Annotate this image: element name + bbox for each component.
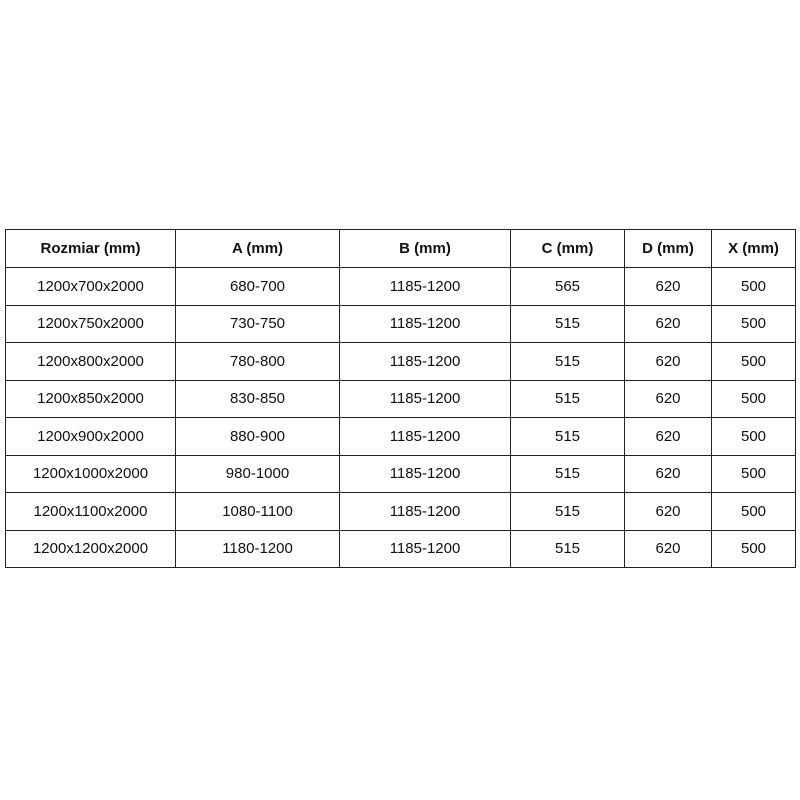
- table-cell: 1185-1200: [339, 342, 511, 381]
- table-cell: 1185-1200: [339, 379, 511, 418]
- table-cell: 500: [711, 492, 796, 531]
- table-cell: 515: [510, 342, 625, 381]
- table-cell: 1185-1200: [339, 529, 511, 568]
- table-cell: 730-750: [175, 304, 340, 343]
- table-cell: 500: [711, 342, 796, 381]
- table-cell: 620: [624, 267, 712, 306]
- table-row: 1200x1100x2000 1080-1100 1185-1200 515 620 50…: [5, 492, 796, 531]
- table-cell: 1185-1200: [339, 454, 511, 493]
- table-cell: 515: [510, 529, 625, 568]
- table-cell: 780-800: [175, 342, 340, 381]
- table-cell: 1200x1200x2000: [5, 529, 176, 568]
- table-cell: 500: [711, 417, 796, 456]
- table-cell: 620: [624, 529, 712, 568]
- table-cell: 620: [624, 342, 712, 381]
- table-row: 1200x700x2000 680-700 1185-1200 565 620 500: [5, 267, 796, 306]
- table-cell: 1200x850x2000: [5, 379, 176, 418]
- table-cell: 500: [711, 304, 796, 343]
- table-cell: 1200x1000x2000: [5, 454, 176, 493]
- table-cell: 500: [711, 454, 796, 493]
- table-cell: 620: [624, 417, 712, 456]
- table-cell: 620: [624, 454, 712, 493]
- table-cell: 620: [624, 304, 712, 343]
- table-cell: 620: [624, 492, 712, 531]
- table-cell: 1185-1200: [339, 492, 511, 531]
- column-header: C (mm): [510, 229, 625, 268]
- column-header: Rozmiar (mm): [5, 229, 176, 268]
- table-cell: 1200x750x2000: [5, 304, 176, 343]
- table-cell: 1180-1200: [175, 529, 340, 568]
- table-cell: 500: [711, 529, 796, 568]
- table-cell: 620: [624, 379, 712, 418]
- table-cell: 500: [711, 267, 796, 306]
- table-cell: 680-700: [175, 267, 340, 306]
- table-cell: 1185-1200: [339, 267, 511, 306]
- table-cell: 515: [510, 304, 625, 343]
- dimensions-table: Rozmiar (mm) A (mm) B (mm) C (mm) D (mm) X (m…: [5, 229, 796, 568]
- column-header: X (mm): [711, 229, 796, 268]
- table-cell: 1200x700x2000: [5, 267, 176, 306]
- table-row: 1200x1200x2000 1180-1200 1185-1200 515 620 50…: [5, 529, 796, 568]
- table-cell: 515: [510, 454, 625, 493]
- table-cell: 1080-1100: [175, 492, 340, 531]
- table-cell: 500: [711, 379, 796, 418]
- table-cell: 1200x800x2000: [5, 342, 176, 381]
- column-header: A (mm): [175, 229, 340, 268]
- table-row: 1200x750x2000 730-750 1185-1200 515 620 500: [5, 304, 796, 343]
- table-cell: 565: [510, 267, 625, 306]
- table-cell: 515: [510, 417, 625, 456]
- table-cell: 1200x900x2000: [5, 417, 176, 456]
- table-cell: 980-1000: [175, 454, 340, 493]
- header-row: Rozmiar (mm) A (mm) B (mm) C (mm) D (mm) X (m…: [5, 229, 796, 268]
- table-cell: 515: [510, 492, 625, 531]
- table-cell: 1200x1100x2000: [5, 492, 176, 531]
- column-header: D (mm): [624, 229, 712, 268]
- table-row: 1200x1000x2000 980-1000 1185-1200 515 620 500: [5, 454, 796, 493]
- table-cell: 515: [510, 379, 625, 418]
- table-cell: 880-900: [175, 417, 340, 456]
- table-row: 1200x850x2000 830-850 1185-1200 515 620 500: [5, 379, 796, 418]
- column-header: B (mm): [339, 229, 511, 268]
- table-cell: 1185-1200: [339, 417, 511, 456]
- table-row: 1200x900x2000 880-900 1185-1200 515 620 500: [5, 417, 796, 456]
- table-cell: 830-850: [175, 379, 340, 418]
- table-cell: 1185-1200: [339, 304, 511, 343]
- table-row: 1200x800x2000 780-800 1185-1200 515 620 500: [5, 342, 796, 381]
